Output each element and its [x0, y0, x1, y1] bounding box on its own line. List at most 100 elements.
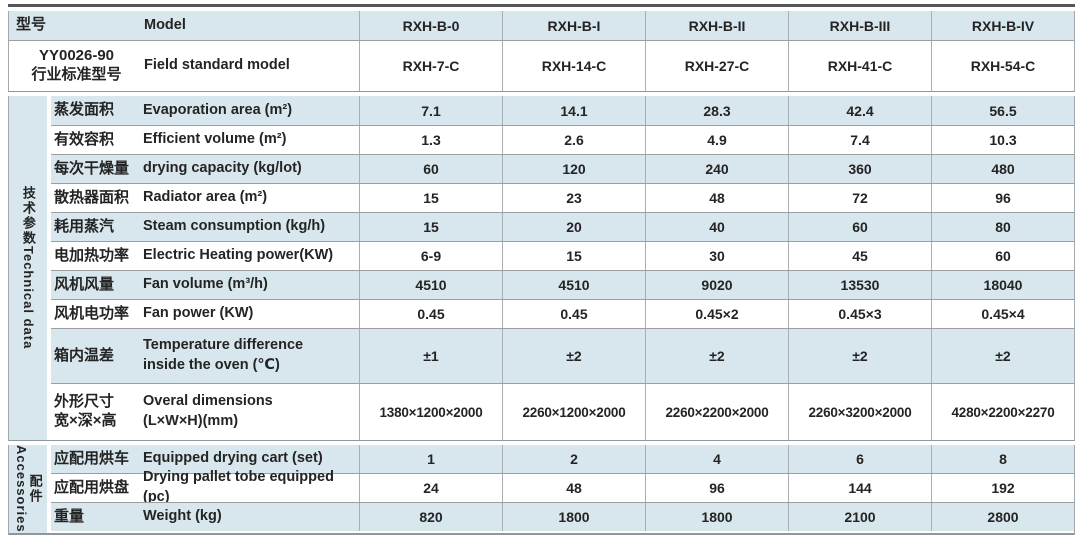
value-cell: 56.5 [931, 96, 1074, 125]
row-label-en: drying capacity (kg/lot) [143, 160, 302, 177]
standard-model-cell: RXH-54-C [931, 41, 1074, 91]
row-label-cn: 重量 [54, 507, 85, 525]
value-cell: 4.9 [645, 126, 788, 154]
sidebar-technical-data: 技术参数 Technical data [9, 96, 47, 440]
row-label-cn: 蒸发面积 [54, 101, 115, 119]
standard-code: YY0026-90 [38, 47, 115, 65]
value-cell: ±2 [645, 329, 788, 383]
row-label-en: Radiator area (m²) [143, 189, 268, 206]
value-cell: 1.3 [359, 126, 502, 154]
value-cell: 360 [788, 155, 931, 183]
row-label-cn: 电加热功率 [54, 246, 130, 264]
value-cell: 60 [359, 155, 502, 183]
table-row-fan-volume: 风机风量 Fan volume (m³/h) 4510 4510 9020 13… [51, 270, 1074, 299]
standard-model-cell: RXH-27-C [645, 41, 788, 91]
sidebar-label-cn: 技术参数 [20, 186, 36, 247]
row-label-cn: 风机风量 [54, 275, 115, 293]
row-label-cn: YY0026-90 行业标准型号 [9, 47, 144, 85]
row-label: 蒸发面积 Evaporation area (m²) [51, 96, 359, 125]
value-cell: 24 [359, 474, 502, 502]
row-label-en: Temperature difference inside the oven (… [143, 336, 359, 375]
row-label: 箱内温差 Temperature difference inside the o… [51, 329, 359, 383]
sidebar-label-cn: 配件 [27, 473, 43, 504]
row-label: 风机电功率 Fan power (KW) [51, 300, 359, 328]
table-row-drying-capacity: 每次干燥量 drying capacity (kg/lot) 60 120 24… [51, 154, 1074, 183]
row-label-en: Fan power (KW) [143, 305, 254, 322]
value-cell: 7.4 [788, 126, 931, 154]
value-cell: 14.1 [502, 96, 645, 125]
row-label-cn-line2: 宽×深×高 [54, 412, 117, 429]
value-cell: 2260×1200×2000 [502, 384, 645, 440]
value-cell: 42.4 [788, 96, 931, 125]
table-row-temperature-difference: 箱内温差 Temperature difference inside the o… [51, 328, 1074, 383]
model-cell: RXH-B-I [502, 11, 645, 40]
value-cell: 45 [788, 242, 931, 270]
value-cell: 15 [502, 242, 645, 270]
value-cell: ±2 [502, 329, 645, 383]
model-cell: RXH-B-III [788, 11, 931, 40]
value-cell: 10.3 [931, 126, 1074, 154]
model-cell: RXH-B-0 [359, 11, 502, 40]
table-row-steam-consumption: 耗用蒸汽 Steam consumption (kg/h) 15 20 40 6… [51, 212, 1074, 241]
row-label-en: Evaporation area (m²) [143, 101, 293, 118]
row-label-en-line2: inside the oven (℃) [143, 357, 280, 373]
value-cell: 2260×3200×2000 [788, 384, 931, 440]
model-cell: RXH-B-IV [931, 11, 1074, 40]
sidebar-accessories: Accessories 配件 [9, 445, 47, 533]
row-label: 应配用烘车 Equipped drying cart (set) [51, 445, 359, 473]
value-cell: 48 [502, 474, 645, 502]
row-label-cn: 风机电功率 [54, 304, 130, 322]
value-cell: 2100 [788, 503, 931, 531]
row-label-en: Fan volume (m³/h) [143, 276, 268, 293]
row-label-cn: 散热器面积 [54, 188, 130, 206]
value-cell: 2800 [931, 503, 1074, 531]
row-label-cn: 外形尺寸 宽×深×高 [51, 393, 143, 431]
value-cell: 96 [931, 184, 1074, 212]
row-label: 耗用蒸汽 Steam consumption (kg/h) [51, 213, 359, 241]
value-cell: 6-9 [359, 242, 502, 270]
row-label: 散热器面积 Radiator area (m²) [51, 184, 359, 212]
value-cell: 1800 [502, 503, 645, 531]
row-label-en-line2: (L×W×H)(mm) [143, 413, 239, 429]
value-cell: 0.45×3 [788, 300, 931, 328]
value-cell: 13530 [788, 271, 931, 299]
value-cell: 2260×2200×2000 [645, 384, 788, 440]
value-cell: 192 [931, 474, 1074, 502]
row-label-en: Drying pallet tobe equipped (pc) [143, 469, 334, 505]
value-cell: 0.45 [502, 300, 645, 328]
row-label-en: Efficient volume (m²) [143, 131, 287, 148]
value-cell: 820 [359, 503, 502, 531]
value-cell: 1800 [645, 503, 788, 531]
section-header: 型号 Model RXH-B-0 RXH-B-I RXH-B-II RXH-B-… [8, 11, 1075, 92]
value-cell: 8 [931, 445, 1074, 473]
standard-model-cell: RXH-41-C [788, 41, 931, 91]
value-cell: 48 [645, 184, 788, 212]
value-cell: 15 [359, 213, 502, 241]
value-cell: 144 [788, 474, 931, 502]
value-cell: 40 [645, 213, 788, 241]
row-label-en: Model [144, 16, 186, 33]
value-cell: 72 [788, 184, 931, 212]
value-cell: 240 [645, 155, 788, 183]
value-cell: ±1 [359, 329, 502, 383]
row-label-cn: 应配用烘车 [54, 449, 130, 467]
value-cell: 2.6 [502, 126, 645, 154]
row-label: 重量 Weight (kg) [51, 503, 359, 531]
row-label-cn-line1: 外形尺寸 [54, 393, 115, 411]
row-label-cn: 应配用烘盘 [54, 478, 130, 496]
row-label-cn: 耗用蒸汽 [54, 217, 115, 235]
row-label-en: Overal dimensions (L×W×H)(mm) [143, 392, 359, 431]
value-cell: ±2 [931, 329, 1074, 383]
row-label: 型号 Model [9, 11, 359, 40]
table-row-standard-model: YY0026-90 行业标准型号 Field standard model RX… [9, 40, 1074, 91]
row-label: 外形尺寸 宽×深×高 Overal dimensions (L×W×H)(mm) [51, 384, 359, 440]
row-label-cn: 有效容积 [54, 130, 115, 148]
value-cell: 30 [645, 242, 788, 270]
value-cell: 0.45×4 [931, 300, 1074, 328]
section-accessories: Accessories 配件 应配用烘车 Equipped drying car… [8, 445, 1075, 535]
table-row-overall-dimensions: 外形尺寸 宽×深×高 Overal dimensions (L×W×H)(mm)… [51, 383, 1074, 440]
sidebar-label-en: Technical data [20, 246, 36, 350]
row-label: 有效容积 Efficient volume (m²) [51, 126, 359, 154]
table-row-efficient-volume: 有效容积 Efficient volume (m²) 1.3 2.6 4.9 7… [51, 125, 1074, 154]
row-label-en: Field standard model [144, 57, 290, 74]
